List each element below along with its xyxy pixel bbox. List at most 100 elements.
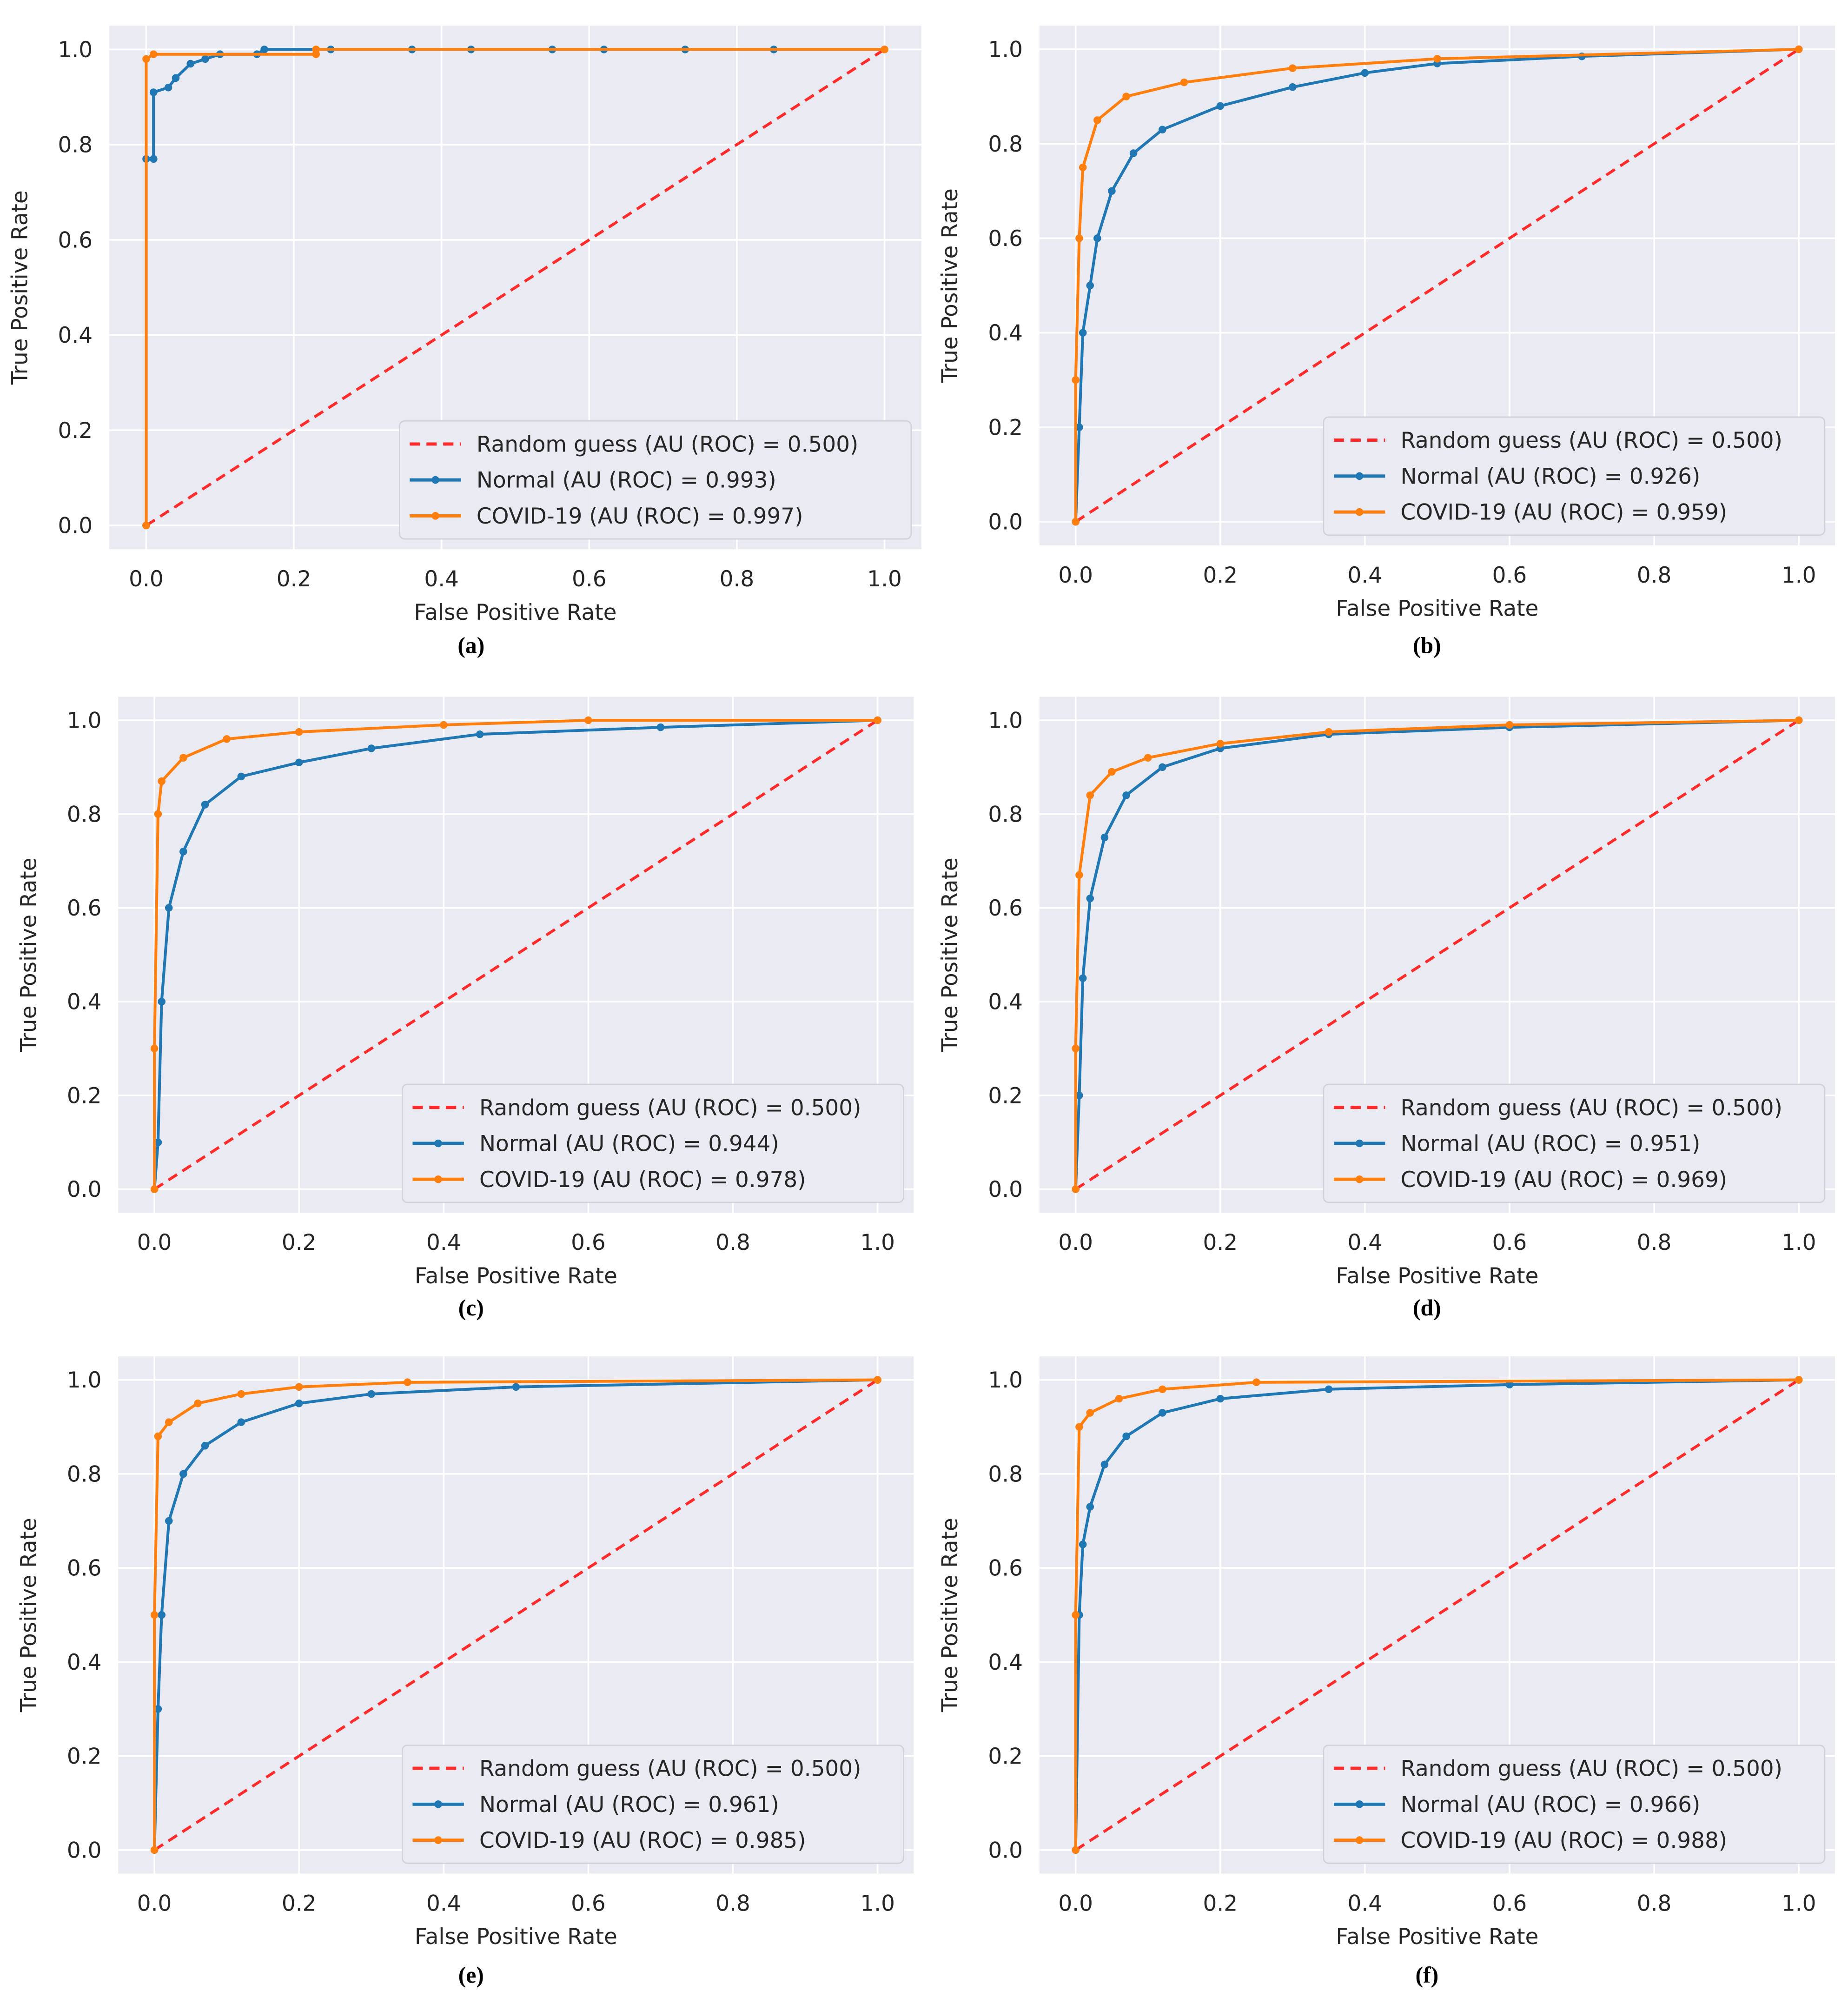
normal-roc-point bbox=[1086, 894, 1094, 903]
covid-roc-point bbox=[1433, 55, 1441, 63]
y-tick-label: 0.2 bbox=[67, 1083, 102, 1109]
covid-roc-point bbox=[1159, 1385, 1166, 1394]
x-tick-label: 0.2 bbox=[282, 1891, 317, 1916]
y-axis-label: True Positive Rate bbox=[16, 857, 42, 1052]
normal-roc-point bbox=[172, 74, 180, 82]
normal-roc-point bbox=[154, 1138, 162, 1146]
legend: Random guess (AU (ROC) = 0.500) Normal (A… bbox=[1323, 1744, 1826, 1864]
x-axis-label: False Positive Rate bbox=[1336, 596, 1538, 622]
random-guess-legend-label: Random guess (AU (ROC) = 0.500) bbox=[477, 431, 858, 457]
covid-roc-point bbox=[1122, 93, 1130, 100]
covid-roc-point bbox=[1795, 45, 1803, 53]
covid-roc-point bbox=[1072, 1611, 1080, 1619]
x-tick-label: 0.8 bbox=[1637, 1230, 1672, 1255]
y-axis-label: True Positive Rate bbox=[937, 188, 963, 383]
legend: Random guess (AU (ROC) = 0.500) Normal (A… bbox=[1323, 416, 1826, 536]
normal-roc-line bbox=[1074, 47, 1799, 522]
normal-legend-label: Normal (AU (ROC) = 0.926) bbox=[1400, 464, 1700, 489]
normal-legend-label: Normal (AU (ROC) = 0.951) bbox=[1400, 1131, 1700, 1157]
x-axis-label: False Positive Rate bbox=[415, 1263, 617, 1289]
x-tick-label: 0.8 bbox=[715, 1230, 750, 1255]
covid-roc-point bbox=[1252, 1378, 1260, 1386]
normal-roc-point bbox=[1075, 1091, 1083, 1100]
panel-label: (d) bbox=[1413, 1295, 1441, 1321]
covid-roc-line bbox=[145, 48, 885, 526]
covid-legend-marker bbox=[1355, 1836, 1364, 1844]
covid-roc-point bbox=[295, 1383, 303, 1391]
normal-legend-label: Normal (AU (ROC) = 0.966) bbox=[1400, 1792, 1700, 1818]
normal-roc-point bbox=[295, 758, 303, 767]
panel-label: (f) bbox=[1416, 1962, 1439, 1988]
legend-box bbox=[1323, 1744, 1826, 1864]
covid-roc-point bbox=[295, 728, 303, 736]
x-tick-label: 0.8 bbox=[720, 566, 755, 592]
normal-roc-point bbox=[1093, 234, 1101, 242]
y-axis-label: True Positive Rate bbox=[937, 1518, 963, 1713]
normal-roc-point bbox=[512, 1383, 520, 1391]
random-guess-legend-label: Random guess (AU (ROC) = 0.500) bbox=[479, 1756, 861, 1782]
covid-roc-point bbox=[158, 777, 166, 785]
x-tick-label: 0.6 bbox=[1492, 1230, 1527, 1255]
normal-roc-point bbox=[237, 1418, 245, 1426]
roc-panel-a: 0.0 0.2 0.4 0.6 0.8 1.0 0.0 0.2 0.4 0.6 0.8 1.0 Fals… bbox=[7, 26, 921, 658]
covid-legend-marker bbox=[1355, 508, 1364, 516]
normal-roc-point bbox=[656, 723, 665, 731]
covid-roc-point bbox=[874, 716, 881, 724]
x-tick-label: 0.0 bbox=[1058, 563, 1093, 588]
covid-legend-label: COVID-19 (AU (ROC) = 0.985) bbox=[479, 1828, 806, 1853]
normal-legend-marker bbox=[434, 1139, 442, 1148]
covid-legend-label: COVID-19 (AU (ROC) = 0.988) bbox=[1400, 1828, 1727, 1853]
normal-roc-point bbox=[158, 997, 166, 1006]
y-tick-label: 1.0 bbox=[58, 37, 93, 63]
y-tick-label: 0.6 bbox=[67, 1556, 102, 1581]
normal-roc-point bbox=[237, 772, 245, 781]
legend: Random guess (AU (ROC) = 0.500) Normal (A… bbox=[401, 1744, 904, 1864]
x-tick-label: 0.6 bbox=[1492, 563, 1527, 588]
normal-roc-point bbox=[1289, 83, 1297, 91]
random-guess-line bbox=[1075, 48, 1800, 523]
x-tick-label: 0.4 bbox=[426, 1891, 461, 1916]
normal-roc-line bbox=[153, 719, 878, 1189]
x-tick-label: 1.0 bbox=[1782, 1230, 1816, 1255]
y-tick-label: 0.4 bbox=[67, 1650, 102, 1675]
y-tick-label: 0.4 bbox=[988, 320, 1023, 346]
x-tick-label: 0.6 bbox=[572, 566, 607, 592]
normal-roc-point bbox=[179, 1470, 187, 1478]
y-tick-label: 0.2 bbox=[67, 1744, 102, 1769]
normal-legend-label: Normal (AU (ROC) = 0.944) bbox=[479, 1131, 779, 1157]
covid-roc-point bbox=[1086, 1409, 1094, 1417]
y-tick-label: 1.0 bbox=[988, 1367, 1023, 1393]
y-tick-label: 1.0 bbox=[988, 708, 1023, 734]
covid-roc-point bbox=[1075, 234, 1083, 242]
y-tick-label: 0.6 bbox=[988, 1556, 1023, 1581]
panel-label: (b) bbox=[1413, 633, 1441, 658]
covid-roc-point bbox=[1115, 1394, 1123, 1403]
covid-roc-point bbox=[150, 50, 158, 58]
x-axis-label: False Positive Rate bbox=[1336, 1263, 1538, 1289]
normal-roc-point bbox=[154, 1705, 162, 1713]
covid-roc-line bbox=[1074, 719, 1799, 1189]
normal-roc-point bbox=[1122, 791, 1130, 799]
normal-legend-label: Normal (AU (ROC) = 0.961) bbox=[479, 1792, 779, 1818]
y-tick-label: 0.8 bbox=[67, 802, 102, 827]
x-tick-label: 1.0 bbox=[1782, 1891, 1816, 1916]
covid-roc-point bbox=[142, 521, 150, 530]
random-guess-legend-label: Random guess (AU (ROC) = 0.500) bbox=[1400, 1756, 1782, 1782]
covid-roc-point bbox=[1072, 1044, 1080, 1053]
covid-roc-line bbox=[153, 719, 878, 1189]
covid-roc-point bbox=[223, 735, 231, 743]
x-tick-label: 0.6 bbox=[571, 1230, 606, 1255]
y-tick-label: 1.0 bbox=[988, 37, 1023, 63]
random-guess-line bbox=[153, 719, 879, 1191]
x-tick-label: 1.0 bbox=[1782, 563, 1816, 588]
x-axis-label: False Positive Rate bbox=[414, 600, 617, 625]
y-tick-label: 0.0 bbox=[67, 1177, 102, 1202]
normal-roc-point bbox=[1108, 187, 1116, 195]
x-tick-label: 0.4 bbox=[1348, 1230, 1383, 1255]
covid-roc-point bbox=[1289, 64, 1297, 72]
x-tick-label: 0.4 bbox=[1348, 563, 1383, 588]
covid-roc-point bbox=[165, 1418, 173, 1426]
normal-roc-point bbox=[367, 744, 376, 752]
random-guess-legend-label: Random guess (AU (ROC) = 0.500) bbox=[1400, 1095, 1782, 1121]
x-tick-label: 0.8 bbox=[1637, 563, 1672, 588]
